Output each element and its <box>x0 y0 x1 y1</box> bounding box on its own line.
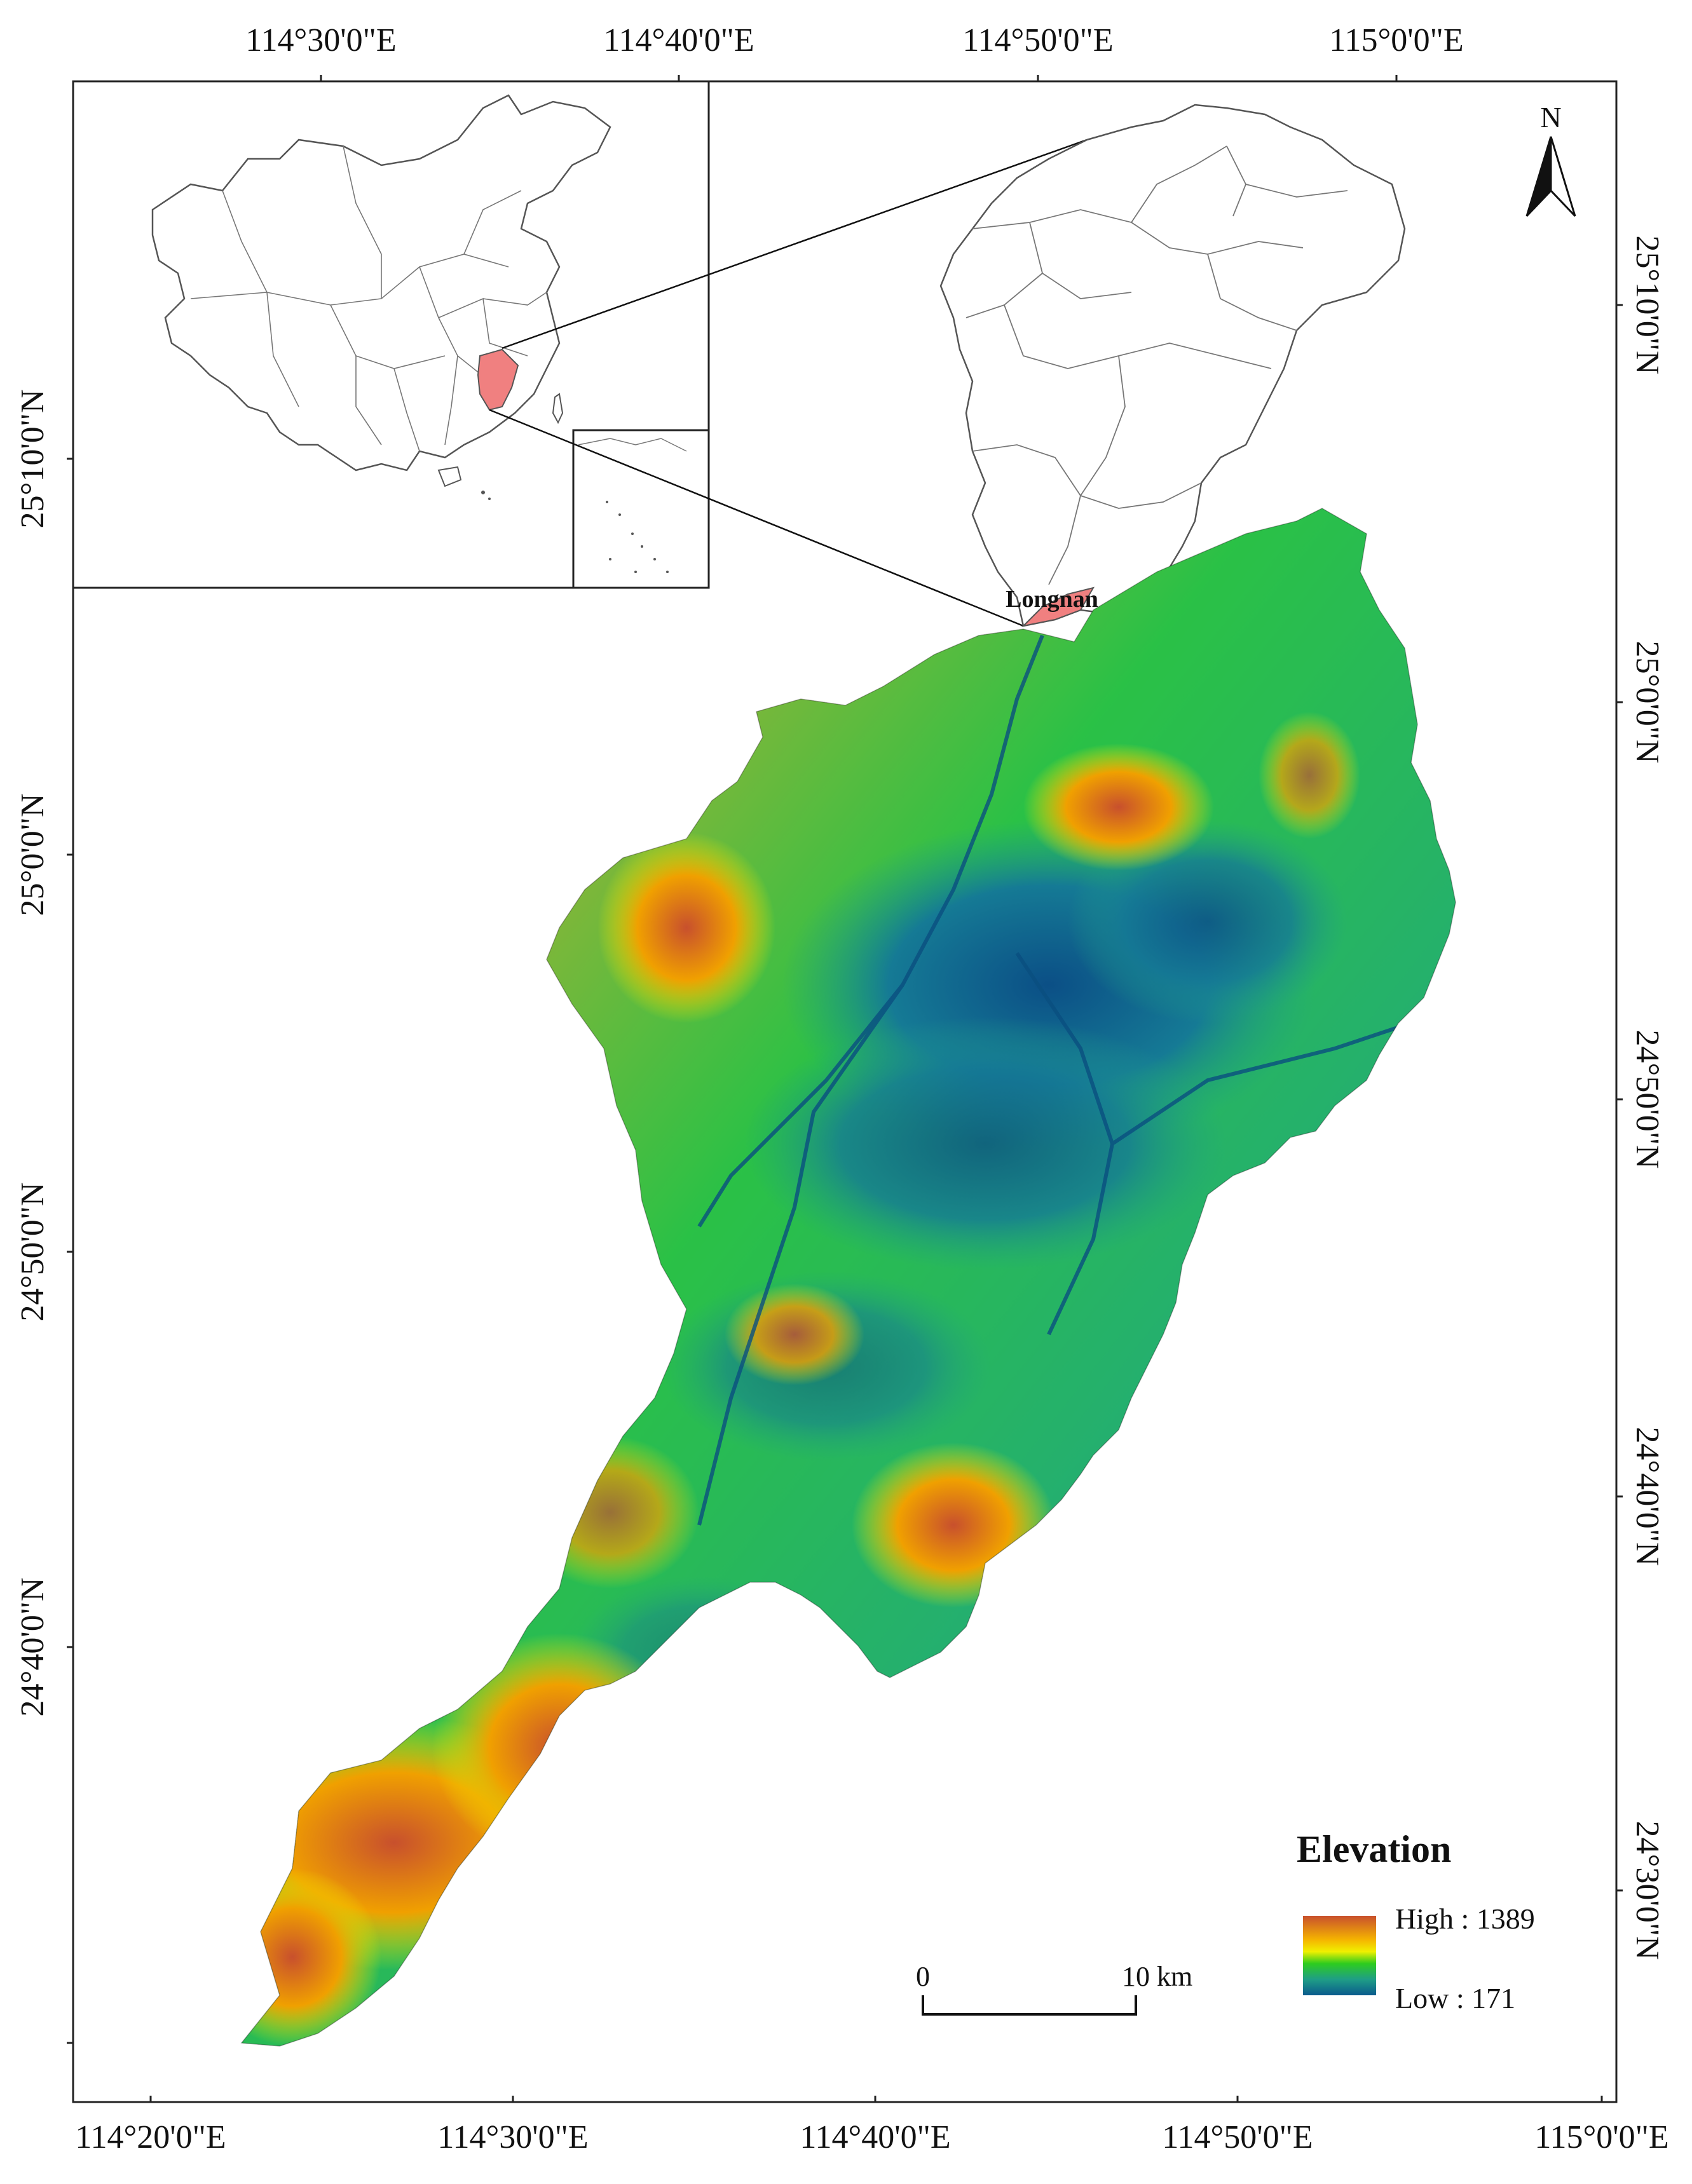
left-lat-label: 24°50'0"N <box>15 1183 51 1322</box>
longnan-label: Longnan <box>1006 586 1098 613</box>
legend-color-ramp <box>1303 1916 1376 1995</box>
legend-high-label: High : 1389 <box>1395 1903 1535 1935</box>
right-lat-label: 24°40'0"N <box>1629 1427 1665 1566</box>
north-arrow-icon: N <box>1525 101 1576 217</box>
bottom-lon-label: 114°50'0"E <box>1162 2119 1313 2155</box>
left-latitude-ticks <box>67 458 73 2044</box>
jiangxi-province-map: Longnan <box>939 104 1406 627</box>
bottom-longitude-ticks <box>149 2096 1603 2102</box>
bottom-lon-label: 114°40'0"E <box>800 2119 950 2155</box>
inset-connector-lines <box>489 139 1088 627</box>
scale-unit-label: km <box>1157 1961 1192 1992</box>
right-lat-label: 24°30'0"N <box>1629 1821 1665 1960</box>
scale-end-label: 10 <box>1122 1961 1150 1992</box>
scale-bar: 0 10 km <box>916 1961 1192 2016</box>
top-lon-label: 114°30'0"E <box>245 22 396 58</box>
north-label: N <box>1540 101 1561 133</box>
jiangxi-highlight <box>477 348 519 411</box>
bottom-lon-label: 114°30'0"E <box>437 2119 588 2155</box>
top-lon-label: 114°40'0"E <box>603 22 754 58</box>
china-inset <box>72 80 710 589</box>
top-lon-label: 114°50'0"E <box>962 22 1113 58</box>
left-lat-label: 24°40'0"N <box>15 1578 51 1717</box>
left-lat-label: 25°0'0"N <box>15 794 51 916</box>
right-latitude-ticks <box>1616 304 1623 1892</box>
legend-low-label: Low : 171 <box>1395 1982 1515 2014</box>
left-lat-label: 25°10'0"N <box>15 390 51 529</box>
right-lat-label: 24°50'0"N <box>1629 1030 1665 1169</box>
right-lat-label: 25°10'0"N <box>1629 236 1665 375</box>
scale-start-label: 0 <box>916 1961 930 1992</box>
right-lat-label: 25°0'0"N <box>1629 641 1665 764</box>
map-frame <box>72 80 1618 2103</box>
legend-title: Elevation <box>1297 1828 1451 1870</box>
longnan-highlight <box>1021 587 1095 627</box>
top-longitude-ticks <box>320 75 1398 81</box>
south-china-sea-inset <box>572 429 710 589</box>
legend: Elevation High : 1389 Low : 171 <box>1297 1828 1535 2014</box>
top-lon-label: 115°0'0"E <box>1329 22 1463 58</box>
bottom-lon-label: 115°0'0"E <box>1534 2119 1668 2155</box>
bottom-lon-label: 114°20'0"E <box>75 2119 226 2155</box>
